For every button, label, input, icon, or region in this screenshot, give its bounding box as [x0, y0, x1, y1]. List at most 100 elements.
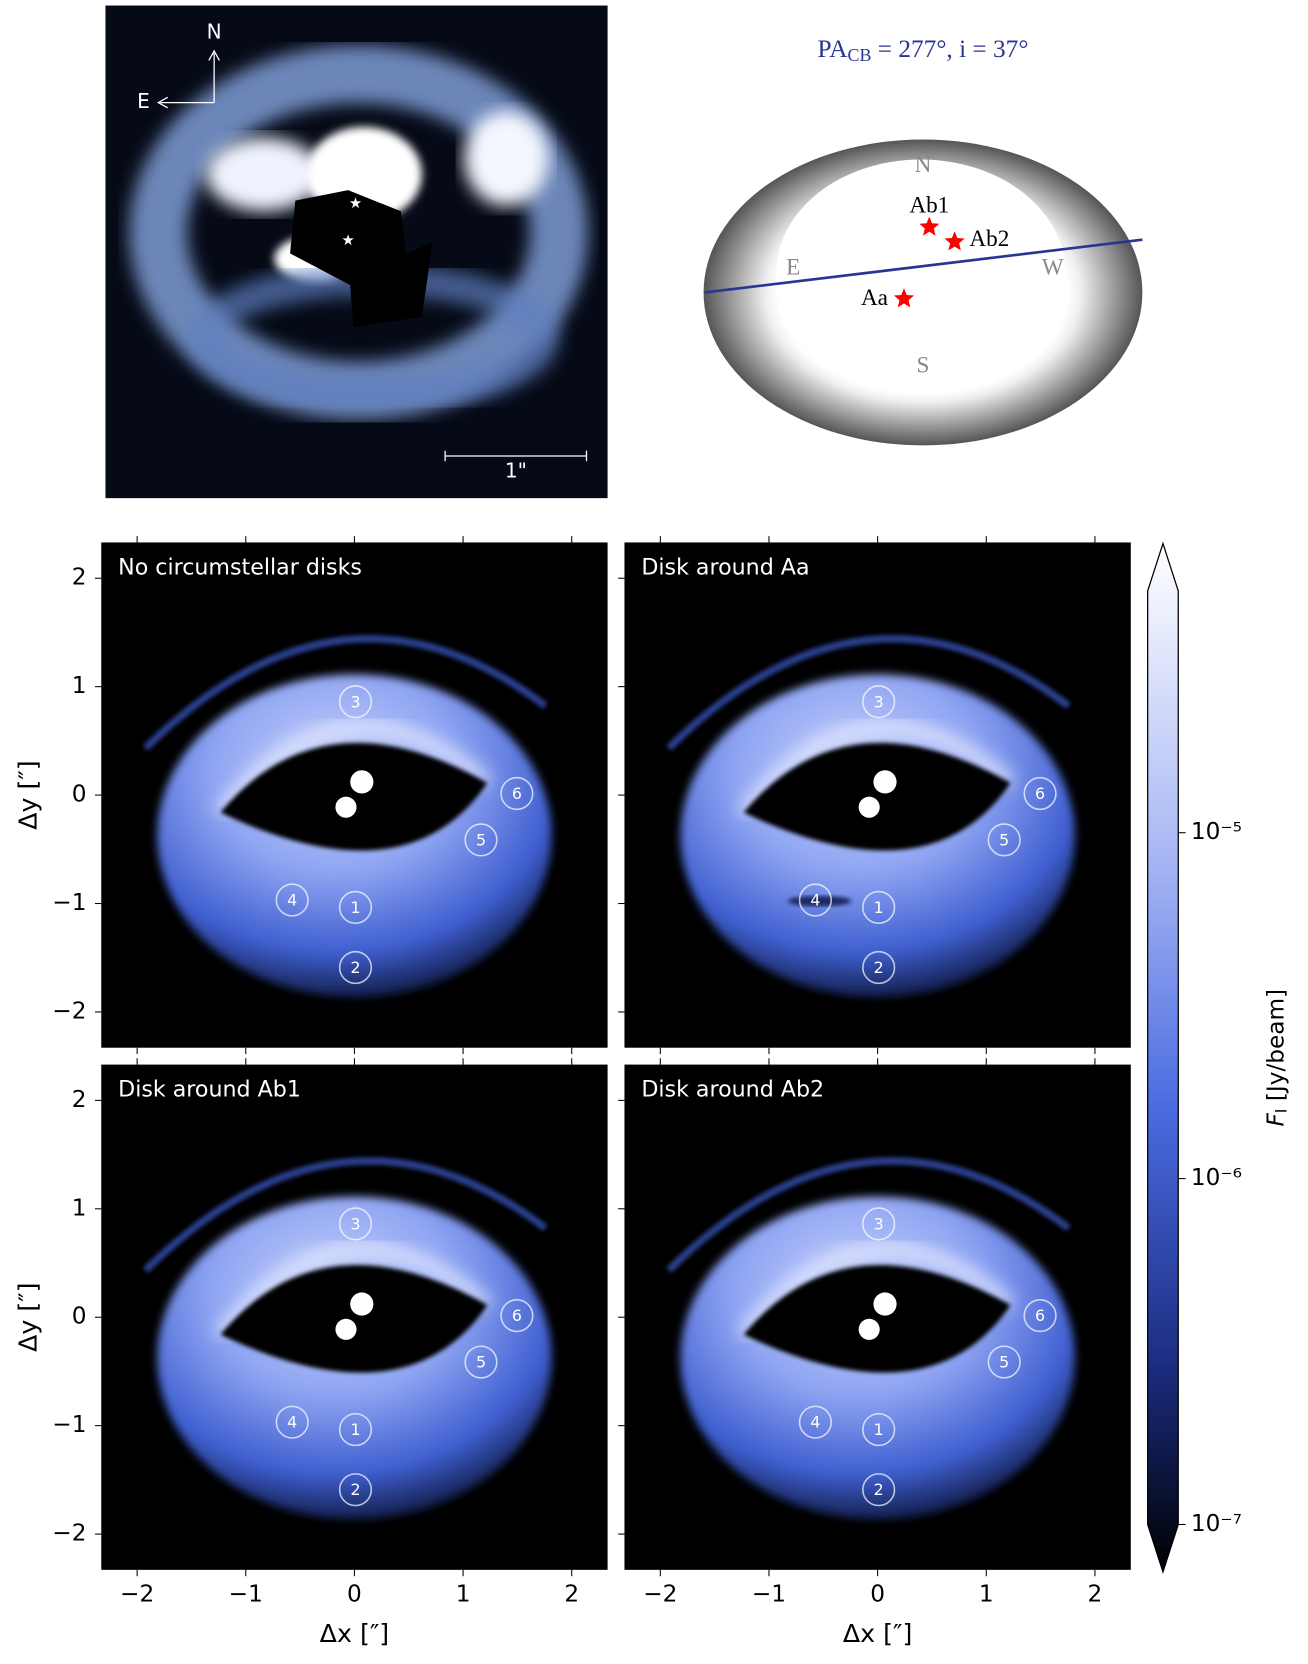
region-label: 2 — [874, 1480, 884, 1499]
outer-arc — [142, 1157, 548, 1273]
panel-title: No circumstellar disks — [118, 554, 362, 580]
region-circle — [987, 1345, 1021, 1379]
star-dot — [350, 1292, 374, 1316]
region-circle — [987, 823, 1021, 857]
region-label: 1 — [350, 898, 360, 917]
direction-label: S — [917, 353, 930, 379]
panel: 1 2 3 4 5 6 Disk around Ab1 −2 −1 0 1 2 −2 −1 0 1 2 Δx [″… — [14, 1058, 608, 1648]
direction-label: E — [786, 255, 800, 281]
region-label: 1 — [874, 1420, 884, 1439]
region-circle — [500, 776, 534, 811]
star-dot — [858, 796, 880, 818]
star-marker — [919, 216, 940, 236]
y-tick-label: 1 — [72, 1194, 87, 1221]
region-label: 6 — [512, 784, 522, 803]
region-label: 3 — [350, 692, 360, 711]
region-circle — [275, 1405, 309, 1439]
x-tick-label: 0 — [347, 1581, 362, 1608]
cavity — [743, 742, 1011, 851]
region-circle — [338, 685, 373, 719]
colorbar-tick-label: 10⁻⁶ — [1191, 1164, 1242, 1191]
ring-rim — [739, 722, 1014, 816]
region-label: 4 — [810, 1413, 820, 1432]
y-tick-label: 0 — [72, 1303, 87, 1330]
panel: 1 2 3 4 5 6 Disk around Aa — [618, 536, 1131, 1055]
panel-title: Disk around Ab2 — [641, 1076, 824, 1102]
y-tick-label: 0 — [72, 781, 87, 808]
x-axis-label: Δx [″] — [320, 1619, 390, 1648]
star-marker — [893, 288, 915, 308]
region-label: 5 — [999, 830, 1009, 849]
star-dot — [335, 796, 357, 818]
disk-shadow — [787, 895, 852, 907]
star-dot — [858, 1318, 880, 1340]
star-dot — [873, 770, 897, 794]
region-circle — [1023, 776, 1057, 811]
region-circle — [798, 883, 833, 917]
ring-rim — [739, 1244, 1014, 1338]
colorbar-label-sub: I — [1271, 1109, 1290, 1114]
region-circle — [500, 1299, 534, 1333]
region-label: 3 — [874, 1214, 884, 1233]
y-tick-label: 2 — [72, 1086, 87, 1113]
region-circle — [862, 1207, 896, 1241]
x-tick-label: 1 — [456, 1581, 471, 1608]
ring-rim — [216, 722, 491, 816]
outer-arc — [142, 635, 548, 751]
panel: 1 2 3 4 5 6 Disk around Ab2 −2 −1 0 1 2 Δx [″] — [618, 1058, 1131, 1648]
star-dot — [350, 770, 374, 794]
observation-image: ★ ★ N E 1" — [105, 5, 608, 499]
x-tick-label: 2 — [564, 1581, 579, 1608]
x-tick-label: 0 — [870, 1581, 885, 1608]
star-dot — [873, 1292, 897, 1316]
star-marker — [944, 231, 965, 251]
y-tick-label: −1 — [52, 889, 86, 916]
outer-arc — [666, 635, 1071, 751]
region-circle — [338, 1412, 373, 1447]
region-label: 2 — [874, 958, 884, 977]
x-tick-label: 2 — [1088, 1581, 1103, 1608]
panels: 1 2 3 4 5 6 No circumstellar disks −2 −1 0 1 2 Δy [″… — [14, 536, 1290, 1648]
region-label: 6 — [1035, 1306, 1045, 1325]
y-tick-label: −2 — [52, 997, 86, 1024]
colorbar-label: FI [Jy/beam] — [1262, 989, 1290, 1127]
region-label: 3 — [874, 692, 884, 711]
region-circle — [798, 1405, 833, 1439]
region-label: 5 — [999, 1353, 1009, 1372]
direction-label: N — [915, 152, 932, 178]
colorbar — [1147, 541, 1179, 1575]
panel-title: Disk around Ab1 — [118, 1076, 301, 1102]
region-label: 4 — [810, 891, 820, 910]
x-tick-label: −2 — [643, 1581, 677, 1608]
region-circle — [464, 823, 498, 857]
panel: 1 2 3 4 5 6 No circumstellar disks −2 −1 0 1 2 Δy [″… — [14, 536, 608, 1055]
star-label: Ab1 — [909, 192, 949, 218]
region-label: 4 — [287, 1413, 297, 1432]
region-circle — [862, 950, 896, 985]
region-circle — [862, 685, 896, 719]
panel-title: Disk around Aa — [641, 554, 809, 580]
y-tick-label: 2 — [72, 564, 87, 591]
region-circle — [338, 890, 373, 925]
svg-text:★: ★ — [349, 195, 362, 212]
region-label: 1 — [874, 898, 884, 917]
x-tick-label: −2 — [120, 1581, 154, 1608]
star-label: Aa — [861, 285, 888, 311]
region-circle — [275, 883, 309, 917]
region-label: 4 — [287, 891, 297, 910]
x-tick-label: −1 — [229, 1581, 263, 1608]
region-label: 6 — [1035, 784, 1045, 803]
x-axis-label: Δx [″] — [843, 1619, 913, 1648]
region-circle — [1023, 1299, 1057, 1333]
region-circle — [338, 950, 373, 985]
region-label: 3 — [350, 1214, 360, 1233]
y-tick-label: −1 — [52, 1411, 86, 1438]
cavity — [220, 1265, 488, 1373]
y-axis-label: Δy [″] — [14, 1282, 43, 1352]
region-circle — [338, 1207, 373, 1241]
region-circle — [862, 1473, 896, 1507]
schematic-title: PACB = 277°, i = 37° — [818, 35, 1029, 66]
direction-label: W — [1042, 255, 1064, 281]
cavity — [743, 1265, 1011, 1373]
